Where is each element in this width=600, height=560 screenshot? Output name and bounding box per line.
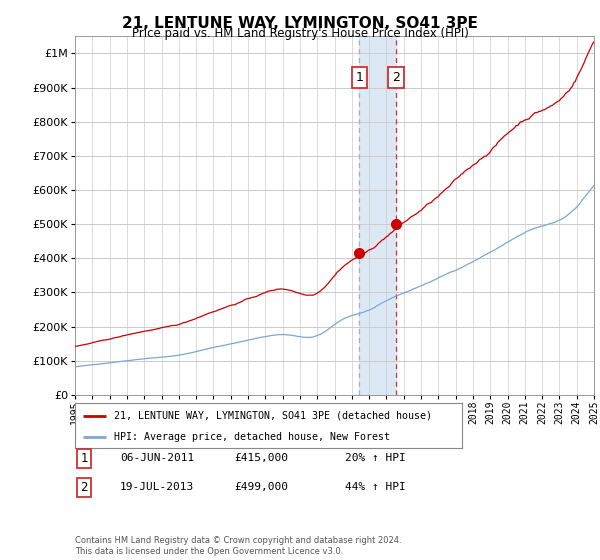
Bar [359,36,396,395]
Text: HPI: Average price, detached house, New Forest: HPI: Average price, detached house, New … [114,432,390,442]
Text: £415,000: £415,000 [234,453,288,463]
Text: Price paid vs. HM Land Registry's House Price Index (HPI): Price paid vs. HM Land Registry's House … [131,27,469,40]
Text: 44% ↑ HPI: 44% ↑ HPI [345,482,406,492]
Text: 21, LENTUNE WAY, LYMINGTON, SO41 3PE: 21, LENTUNE WAY, LYMINGTON, SO41 3PE [122,16,478,31]
Text: 1: 1 [80,451,88,465]
Text: £499,000: £499,000 [234,482,288,492]
Text: Contains HM Land Registry data © Crown copyright and database right 2024.
This d: Contains HM Land Registry data © Crown c… [75,536,401,556]
Text: 20% ↑ HPI: 20% ↑ HPI [345,453,406,463]
Text: 06-JUN-2011: 06-JUN-2011 [120,453,194,463]
Text: 19-JUL-2013: 19-JUL-2013 [120,482,194,492]
Text: 2: 2 [80,480,88,494]
Text: 2: 2 [392,71,400,84]
Text: 1: 1 [355,71,364,84]
Text: 21, LENTUNE WAY, LYMINGTON, SO41 3PE (detached house): 21, LENTUNE WAY, LYMINGTON, SO41 3PE (de… [114,410,432,421]
